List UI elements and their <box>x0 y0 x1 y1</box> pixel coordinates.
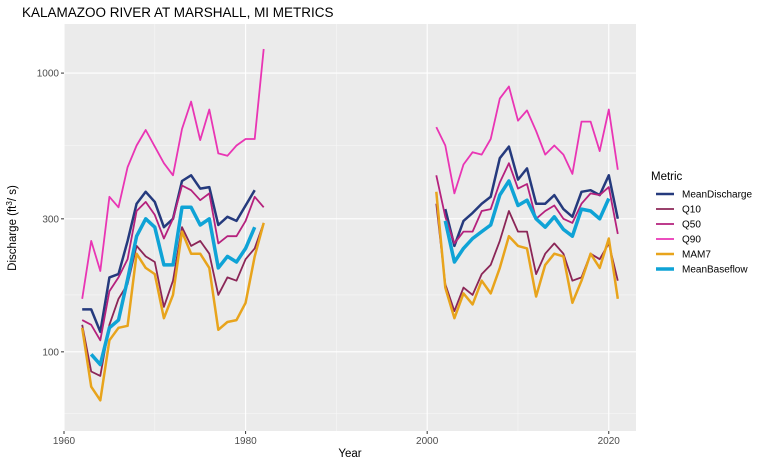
series-line-meandischarge <box>444 145 620 248</box>
grid-layer <box>63 24 636 431</box>
y-tick-label: 100 <box>42 347 59 358</box>
series-line-meandischarge <box>82 174 256 334</box>
series-line-mam7 <box>435 191 620 320</box>
legend-items: MeanDischarge Q10 Q50 Q90 MAM7 MeanBaseflow <box>656 190 752 276</box>
y-tick-label: 1000 <box>37 69 60 80</box>
legend-label-meandischarge: MeanDischarge <box>682 190 752 201</box>
series-mam7 <box>80 191 620 402</box>
legend: Metric MeanDischarge Q10 Q50 Q90 MAM7 MeanBas… <box>651 171 752 276</box>
x-tick-label: 2020 <box>598 436 621 447</box>
series-line-q90 <box>81 48 265 299</box>
chart-title: KALAMAZOO RIVER AT MARSHALL, MI METRICS <box>22 5 334 20</box>
series-line-meanbaseflow <box>89 205 257 367</box>
series-line-q10 <box>81 222 265 377</box>
series-line-q50 <box>435 162 619 245</box>
y-axis-title-main: Discharge (ft <box>7 205 19 271</box>
series-meandischarge <box>82 145 620 334</box>
series-layer <box>80 48 620 402</box>
y-tick-label: 300 <box>42 214 59 225</box>
legend-item-q10: Q10 <box>656 205 701 216</box>
plot-panel <box>64 24 636 431</box>
legend-item-q50: Q50 <box>656 220 701 231</box>
legend-item-mam7: MAM7 <box>656 250 711 261</box>
x-tick-label: 1980 <box>234 436 257 447</box>
series-q50 <box>81 162 619 342</box>
legend-label-q10: Q10 <box>682 205 701 216</box>
series-meanbaseflow <box>89 179 611 367</box>
x-axis-ticks: 1960 1980 2000 2020 <box>53 431 620 447</box>
legend-label-q90: Q90 <box>682 235 701 246</box>
x-tick-label: 1960 <box>53 436 76 447</box>
legend-label-mam7: MAM7 <box>682 250 711 261</box>
legend-title: Metric <box>651 171 683 183</box>
y-axis-ticks: 100 300 1000 <box>37 69 64 358</box>
legend-label-meanbaseflow: MeanBaseflow <box>682 265 748 276</box>
x-tick-label: 2000 <box>416 436 439 447</box>
y-axis-title-sup: 3 <box>5 201 14 206</box>
series-line-mam7 <box>80 222 265 402</box>
legend-item-meanbaseflow: MeanBaseflow <box>656 265 748 276</box>
y-axis-title: Discharge (ft3/ s) <box>5 185 19 271</box>
series-line-q90 <box>435 85 619 195</box>
legend-item-q90: Q90 <box>656 235 701 246</box>
series-q90 <box>81 48 619 299</box>
x-axis-title: Year <box>338 448 361 460</box>
legend-item-meandischarge: MeanDischarge <box>656 190 752 201</box>
series-line-q50 <box>81 184 265 342</box>
legend-label-q50: Q50 <box>682 220 701 231</box>
y-axis-title-tail: / s) <box>7 185 19 201</box>
series-line-meanbaseflow <box>443 179 611 264</box>
